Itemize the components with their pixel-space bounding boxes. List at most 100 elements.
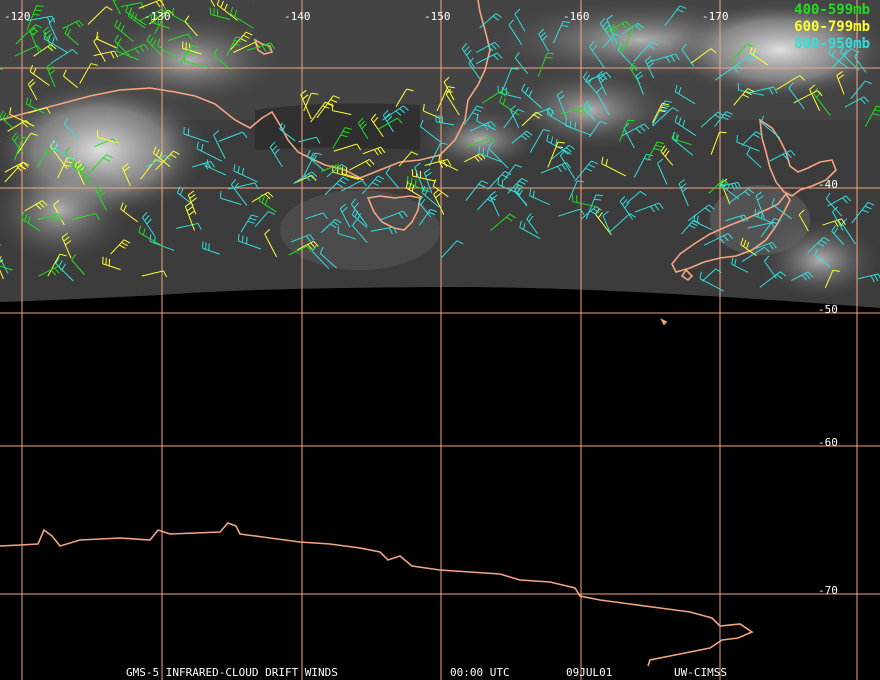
wind-barb — [228, 182, 259, 190]
wind-barb — [585, 194, 604, 220]
wind-barb — [465, 180, 489, 201]
wind-barb — [546, 134, 572, 155]
wind-barb — [461, 43, 475, 68]
wind-barb — [196, 141, 223, 162]
wind-barb — [155, 150, 180, 171]
wind-barb — [788, 82, 805, 110]
longitude-label: -120 — [4, 10, 31, 23]
wind-barb — [754, 241, 777, 250]
wind-barb — [602, 33, 622, 49]
wind-barb — [305, 212, 328, 220]
wind-barb — [332, 127, 352, 149]
wind-barb — [293, 171, 318, 184]
coastline-islet — [660, 318, 668, 326]
wind-barb — [701, 268, 722, 282]
wind-barb — [110, 239, 131, 255]
wind-barb — [14, 45, 43, 57]
wind-barb — [559, 150, 576, 179]
wind-barb — [419, 119, 441, 143]
wind-barb — [621, 123, 650, 137]
footer-time: 00:00 UTC — [450, 666, 510, 679]
wind-barb — [418, 208, 438, 226]
wind-barb — [302, 152, 323, 178]
wind-barb — [218, 131, 248, 142]
wind-barb — [602, 210, 611, 234]
coastline-australia-gulf — [253, 38, 274, 55]
wind-barb — [96, 130, 119, 144]
wind-barb — [95, 184, 107, 211]
wind-barb — [29, 27, 40, 54]
wind-barb — [154, 11, 173, 35]
wind-barb — [9, 107, 35, 127]
wind-barb — [468, 57, 481, 80]
wind-barb — [746, 147, 762, 168]
wind-barb — [481, 88, 510, 104]
wind-barb — [719, 182, 742, 191]
wind-barb — [733, 88, 755, 106]
wind-barb — [42, 26, 54, 51]
wind-barb — [226, 36, 243, 56]
wind-barb — [540, 162, 572, 174]
wind-barb — [25, 97, 45, 114]
wind-barb — [601, 156, 627, 177]
footer-date: 09JUL01 — [566, 666, 613, 679]
wind-barb — [87, 6, 113, 25]
wind-barb — [118, 43, 149, 57]
wind-barb — [514, 52, 529, 75]
wind-barb — [741, 131, 763, 146]
wind-barb — [63, 118, 80, 139]
wind-barb — [127, 9, 146, 29]
wind-barb — [316, 95, 341, 119]
wind-barb — [220, 191, 242, 205]
wind-barb — [487, 170, 512, 190]
wind-barb — [503, 108, 525, 129]
wind-barb — [714, 64, 743, 81]
wind-barb — [29, 64, 50, 86]
wind-barb — [142, 211, 155, 236]
wind-barb — [96, 31, 117, 49]
wind-barb — [478, 146, 503, 163]
wind-barb — [20, 211, 41, 232]
wind-barb — [411, 169, 436, 182]
wind-barb — [690, 48, 717, 64]
wind-barb — [293, 174, 317, 184]
wind-barb — [62, 20, 84, 30]
wind-barb — [385, 167, 400, 189]
latitude-label: -60 — [818, 436, 838, 449]
wind-barb — [514, 8, 526, 32]
wind-barb — [759, 271, 787, 288]
wind-barb — [306, 149, 325, 172]
wind-barb — [476, 114, 497, 131]
wind-barb — [582, 71, 599, 95]
wind-barb — [678, 179, 689, 207]
wind-barb — [499, 95, 520, 116]
wind-barb — [599, 17, 614, 43]
wind-barb — [370, 226, 398, 235]
wind-barb — [210, 0, 216, 7]
wind-barb — [606, 14, 618, 44]
wind-barb — [841, 218, 857, 245]
wind-barb — [508, 19, 523, 45]
wind-barb — [651, 102, 670, 124]
wind-barb — [0, 110, 15, 130]
wind-barb — [298, 136, 321, 144]
wind-barb — [62, 69, 78, 89]
wind-barb — [825, 192, 843, 217]
wind-barb — [547, 141, 565, 168]
wind-barb — [176, 222, 202, 230]
wind-barb — [489, 191, 500, 217]
wind-barb — [279, 122, 296, 142]
legend-800-950mb: 800-950mb — [794, 36, 870, 52]
wind-barb — [424, 159, 452, 169]
wind-barb — [213, 130, 226, 159]
wind-barb — [319, 246, 338, 269]
wind-barb — [201, 241, 220, 255]
wind-barb — [519, 220, 541, 240]
wind-barb — [596, 70, 607, 96]
wind-barb — [604, 21, 632, 34]
wind-barb — [807, 236, 830, 254]
wind-barb — [507, 177, 529, 194]
wind-barb — [230, 178, 248, 206]
wind-barb — [633, 41, 658, 62]
wind-barb — [749, 46, 768, 66]
